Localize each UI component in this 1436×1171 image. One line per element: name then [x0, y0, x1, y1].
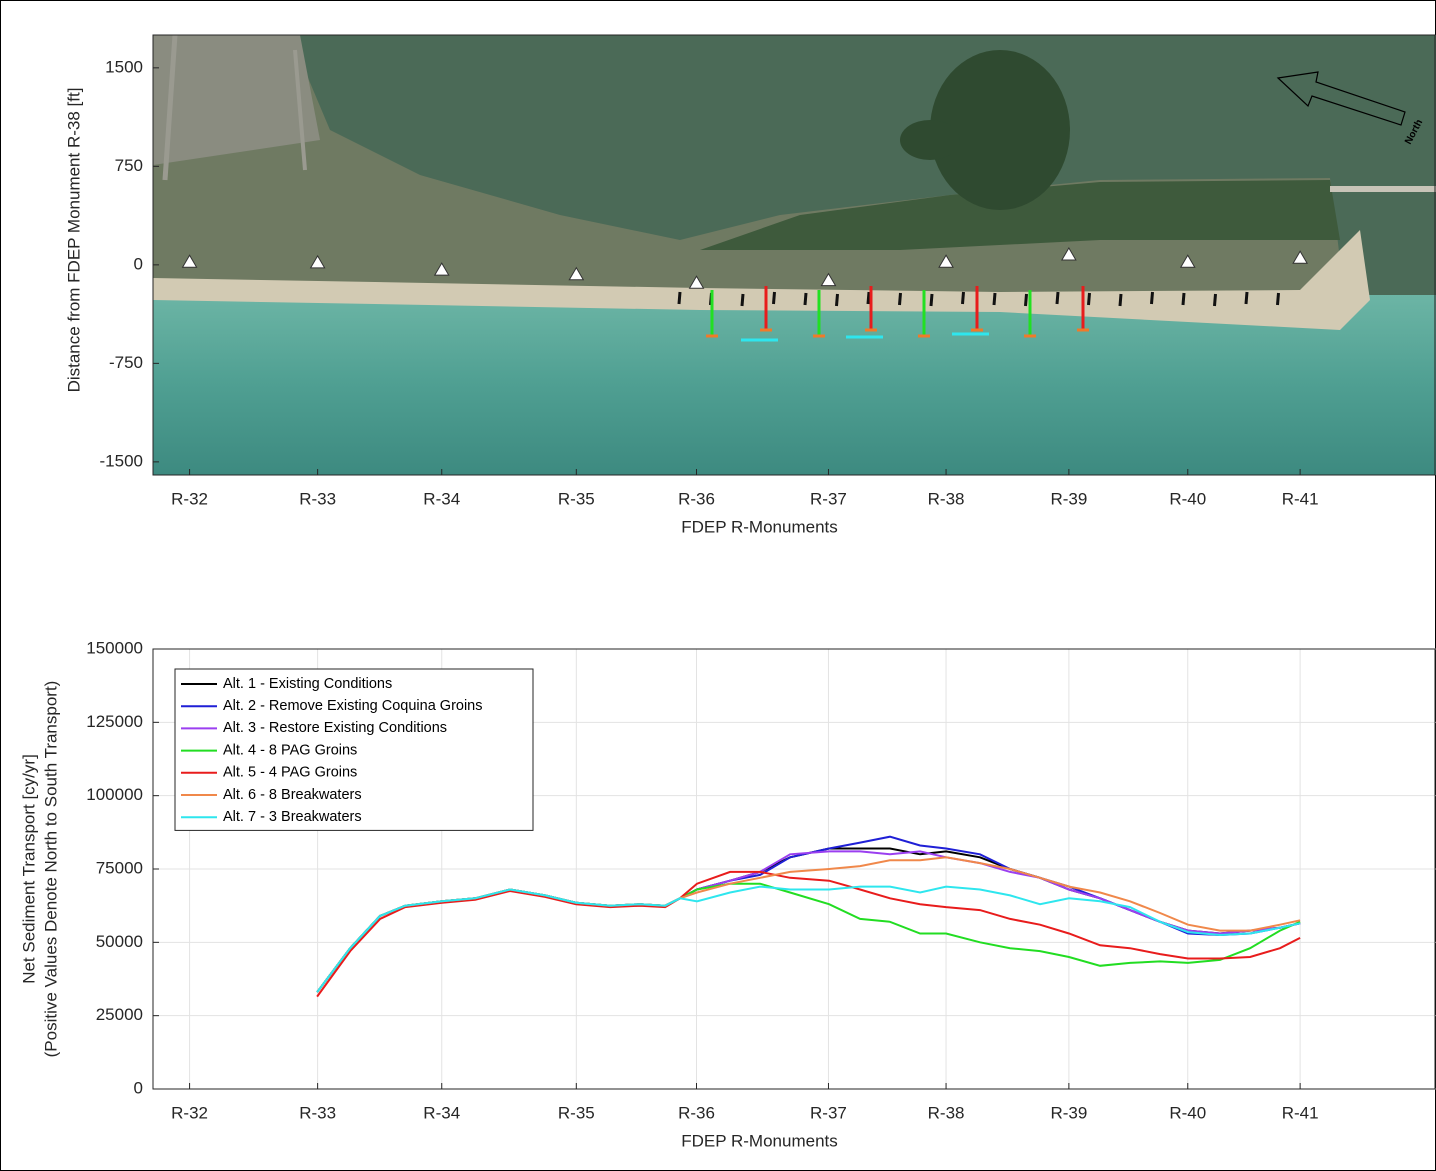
existing-groin [1026, 294, 1027, 306]
x-tick-label: R-32 [171, 489, 208, 508]
legend-label: Alt. 7 - 3 Breakwaters [223, 809, 362, 825]
x-tick-label: R-40 [1169, 489, 1206, 508]
x-axis-label: FDEP R-Monuments [681, 517, 838, 536]
x-tick-label: R-40 [1169, 1103, 1206, 1122]
x-tick-label: R-32 [171, 1103, 208, 1122]
x-tick-label: R-34 [423, 489, 460, 508]
existing-groin [805, 293, 806, 305]
y-tick-label: 75000 [96, 858, 143, 877]
existing-groin [1246, 292, 1247, 304]
existing-groin [1120, 294, 1121, 306]
y-tick-label: 0 [134, 1078, 143, 1097]
existing-groin [994, 293, 995, 305]
existing-groin [868, 292, 869, 304]
existing-groin [1057, 292, 1058, 304]
legend-label: Alt. 1 - Existing Conditions [223, 676, 392, 692]
x-tick-label: R-37 [810, 489, 847, 508]
x-tick-label: R-37 [810, 1103, 847, 1122]
existing-groin [963, 292, 964, 304]
figure: North -1500-75007501500R-32R-33R-34R-35R… [0, 0, 1436, 1171]
x-tick-label: R-38 [928, 1103, 965, 1122]
y-axis-label: Net Sediment Transport [cy/yr] [19, 754, 38, 984]
y-tick-label: 50000 [96, 932, 143, 951]
legend-label: Alt. 4 - 8 PAG Groins [223, 742, 357, 758]
legend-label: Alt. 5 - 4 PAG Groins [223, 765, 357, 781]
existing-groin [900, 293, 901, 305]
y-tick-label: -1500 [100, 451, 143, 470]
legend-label: Alt. 2 - Remove Existing Coquina Groins [223, 698, 483, 714]
existing-groin [742, 294, 743, 306]
y-tick-label: 750 [115, 156, 143, 175]
y-tick-label: 125000 [86, 712, 143, 731]
existing-groin [1278, 293, 1279, 305]
x-tick-label: R-39 [1050, 489, 1087, 508]
y-tick-label: -750 [109, 353, 143, 372]
x-tick-label: R-41 [1282, 489, 1319, 508]
x-tick-label: R-34 [423, 1103, 460, 1122]
x-tick-label: R-35 [558, 1103, 595, 1122]
x-tick-label: R-35 [558, 489, 595, 508]
legend-label: Alt. 6 - 8 Breakwaters [223, 787, 362, 803]
y-axis-label: Distance from FDEP Monument R-38 [ft] [64, 88, 83, 393]
y-tick-label: 150000 [86, 638, 143, 657]
existing-groin [679, 292, 680, 304]
legend-label: Alt. 3 - Restore Existing Conditions [223, 720, 447, 736]
y-tick-label: 0 [134, 254, 143, 273]
existing-groin [931, 294, 932, 306]
x-tick-label: R-38 [928, 489, 965, 508]
x-tick-label: R-33 [299, 489, 336, 508]
x-tick-label: R-39 [1050, 1103, 1087, 1122]
x-axis-label: FDEP R-Monuments [681, 1131, 838, 1150]
existing-groin [774, 292, 775, 304]
aerial-image [153, 35, 1436, 475]
x-tick-label: R-36 [678, 1103, 715, 1122]
existing-groin [1152, 292, 1153, 304]
y-tick-label: 100000 [86, 785, 143, 804]
existing-groin [1089, 293, 1090, 305]
x-tick-label: R-33 [299, 1103, 336, 1122]
y-tick-label: 1500 [105, 57, 143, 76]
existing-groin [1215, 294, 1216, 306]
y-tick-label: 25000 [96, 1005, 143, 1024]
x-tick-label: R-41 [1282, 1103, 1319, 1122]
y-axis-label: (Positive Values Denote North to South T… [41, 681, 60, 1058]
existing-groin [837, 294, 838, 306]
x-tick-label: R-36 [678, 489, 715, 508]
existing-groin [1183, 293, 1184, 305]
